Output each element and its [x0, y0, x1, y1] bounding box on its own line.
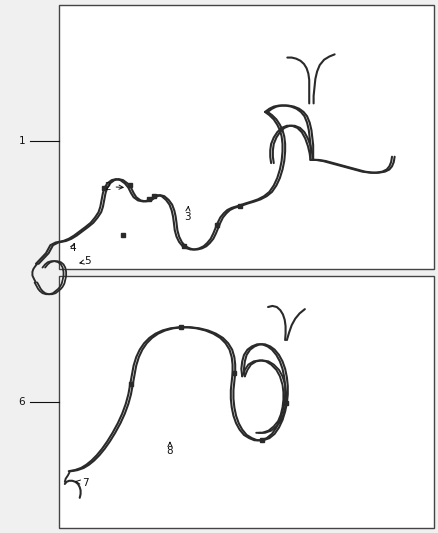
Text: 4: 4 — [69, 243, 76, 253]
Text: 7: 7 — [76, 478, 88, 488]
Text: 1: 1 — [18, 136, 25, 146]
Bar — [59, 5, 434, 269]
Text: 3: 3 — [184, 207, 191, 222]
Text: 5: 5 — [80, 256, 91, 266]
Text: 6: 6 — [18, 398, 25, 407]
Text: 8: 8 — [166, 442, 173, 456]
Text: 2: 2 — [104, 182, 123, 191]
Bar — [59, 276, 434, 528]
